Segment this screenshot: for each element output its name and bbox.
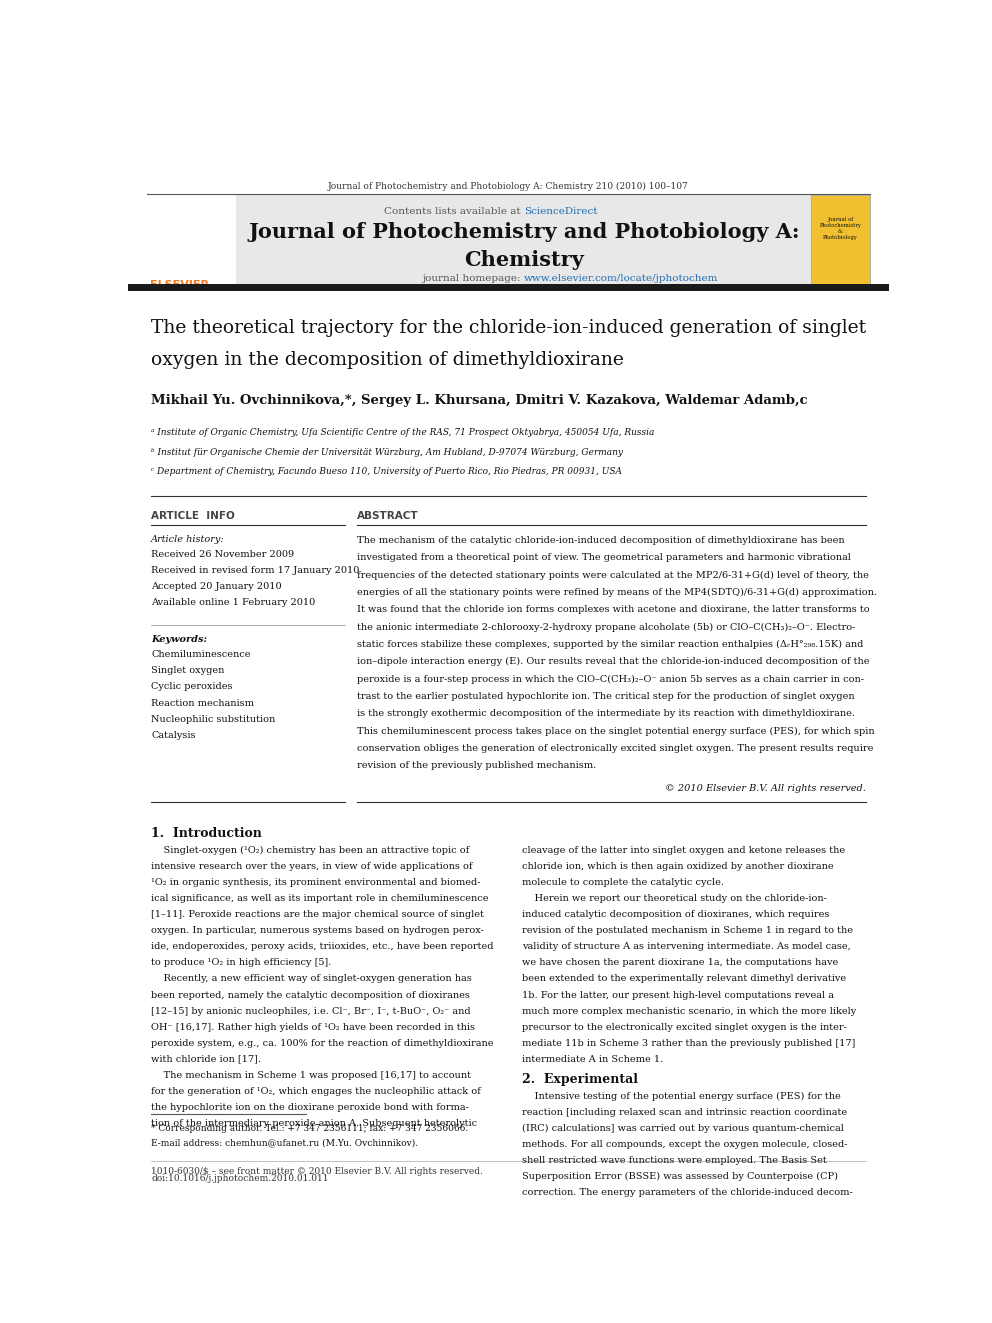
Text: been reported, namely the catalytic decomposition of dioxiranes: been reported, namely the catalytic deco… [151, 991, 470, 999]
Text: correction. The energy parameters of the chloride-induced decom-: correction. The energy parameters of the… [523, 1188, 853, 1197]
Text: reaction [including relaxed scan and intrinsic reaction coordinate: reaction [including relaxed scan and int… [523, 1109, 847, 1117]
Text: ᶜ Department of Chemistry, Facundo Bueso 110, University of Puerto Rico, Rio Pie: ᶜ Department of Chemistry, Facundo Bueso… [151, 467, 622, 476]
Text: ELSEVIER: ELSEVIER [151, 280, 209, 291]
Text: we have chosen the parent dioxirane 1a, the computations have: we have chosen the parent dioxirane 1a, … [523, 958, 838, 967]
Text: trast to the earlier postulated hypochlorite ion. The critical step for the prod: trast to the earlier postulated hypochlo… [356, 692, 854, 701]
Text: oxygen in the decomposition of dimethyldioxirane: oxygen in the decomposition of dimethyld… [151, 352, 624, 369]
Text: peroxide is a four-step process in which the ClO–C(CH₃)₂–O⁻ anion 5b serves as a: peroxide is a four-step process in which… [356, 675, 863, 684]
Text: ᵇ Institut für Organische Chemie der Universität Würzburg, Am Hubland, D-97074 W: ᵇ Institut für Organische Chemie der Uni… [151, 447, 623, 456]
Text: static forces stabilize these complexes, supported by the similar reaction entha: static forces stabilize these complexes,… [356, 640, 863, 650]
Text: Chemistry: Chemistry [464, 250, 583, 270]
Text: [12–15] by anionic nucleophiles, i.e. Cl⁻, Br⁻, I⁻, t-BuO⁻, O₂⁻ and: [12–15] by anionic nucleophiles, i.e. Cl… [151, 1007, 471, 1016]
Text: ical significance, as well as its important role in chemiluminescence: ical significance, as well as its import… [151, 894, 489, 904]
Text: ScienceDirect: ScienceDirect [524, 208, 597, 216]
Text: revision of the postulated mechanism in Scheme 1 in regard to the: revision of the postulated mechanism in … [523, 926, 853, 935]
Text: 2.  Experimental: 2. Experimental [523, 1073, 638, 1086]
FancyBboxPatch shape [236, 194, 811, 286]
Text: ᵃ Institute of Organic Chemistry, Ufa Scientific Centre of the RAS, 71 Prospect : ᵃ Institute of Organic Chemistry, Ufa Sc… [151, 429, 655, 438]
Text: journal homepage:: journal homepage: [423, 274, 524, 283]
Text: OH⁻ [16,17]. Rather high yields of ¹O₂ have been recorded in this: OH⁻ [16,17]. Rather high yields of ¹O₂ h… [151, 1023, 475, 1032]
Text: shell restricted wave functions were employed. The Basis Set: shell restricted wave functions were emp… [523, 1156, 827, 1166]
FancyBboxPatch shape [128, 283, 889, 291]
Text: Received in revised form 17 January 2010: Received in revised form 17 January 2010 [151, 566, 359, 576]
Text: peroxide system, e.g., ca. 100% for the reaction of dimethyldioxirane: peroxide system, e.g., ca. 100% for the … [151, 1039, 494, 1048]
Text: 1b. For the latter, our present high-level computations reveal a: 1b. For the latter, our present high-lev… [523, 991, 834, 999]
Text: chloride ion, which is then again oxidized by another dioxirane: chloride ion, which is then again oxidiz… [523, 863, 834, 872]
Text: been extended to the experimentally relevant dimethyl derivative: been extended to the experimentally rele… [523, 975, 846, 983]
Text: is the strongly exothermic decomposition of the intermediate by its reaction wit: is the strongly exothermic decomposition… [356, 709, 854, 718]
Text: intensive research over the years, in view of wide applications of: intensive research over the years, in vi… [151, 863, 472, 872]
Text: Herein we report our theoretical study on the chloride-ion-: Herein we report our theoretical study o… [523, 894, 827, 904]
Text: Catalysis: Catalysis [151, 730, 195, 740]
Text: induced catalytic decomposition of dioxiranes, which requires: induced catalytic decomposition of dioxi… [523, 910, 829, 919]
Text: 1.  Introduction: 1. Introduction [151, 827, 262, 840]
Text: methods. For all compounds, except the oxygen molecule, closed-: methods. For all compounds, except the o… [523, 1140, 848, 1150]
Text: Intensive testing of the potential energy surface (PES) for the: Intensive testing of the potential energ… [523, 1091, 841, 1101]
Text: 1010-6030/$ – see front matter © 2010 Elsevier B.V. All rights reserved.: 1010-6030/$ – see front matter © 2010 El… [151, 1167, 483, 1176]
Text: Reaction mechanism: Reaction mechanism [151, 699, 254, 708]
Text: The theoretical trajectory for the chloride-ion-induced generation of singlet: The theoretical trajectory for the chlor… [151, 319, 866, 337]
Text: ARTICLE  INFO: ARTICLE INFO [151, 512, 235, 521]
Text: investigated from a theoretical point of view. The geometrical parameters and ha: investigated from a theoretical point of… [356, 553, 850, 562]
Text: frequencies of the detected stationary points were calculated at the MP2/6-31+G(: frequencies of the detected stationary p… [356, 570, 868, 579]
Text: energies of all the stationary points were refined by means of the MP4(SDTQ)/6-3: energies of all the stationary points we… [356, 587, 877, 597]
Text: much more complex mechanistic scenario, in which the more likely: much more complex mechanistic scenario, … [523, 1007, 857, 1016]
Text: © 2010 Elsevier B.V. All rights reserved.: © 2010 Elsevier B.V. All rights reserved… [665, 785, 866, 792]
Text: for the generation of ¹O₂, which engages the nucleophilic attack of: for the generation of ¹O₂, which engages… [151, 1086, 481, 1095]
Text: intermediate A in Scheme 1.: intermediate A in Scheme 1. [523, 1054, 664, 1064]
Text: conservation obliges the generation of electronically excited singlet oxygen. Th: conservation obliges the generation of e… [356, 744, 873, 753]
Text: * Corresponding author. Tel.: +7 347 2356111; fax: +7 347 2356066.: * Corresponding author. Tel.: +7 347 235… [151, 1123, 468, 1132]
Text: molecule to complete the catalytic cycle.: molecule to complete the catalytic cycle… [523, 878, 724, 888]
Text: It was found that the chloride ion forms complexes with acetone and dioxirane, t: It was found that the chloride ion forms… [356, 606, 869, 614]
Text: Singlet-oxygen (¹O₂) chemistry has been an attractive topic of: Singlet-oxygen (¹O₂) chemistry has been … [151, 847, 469, 856]
Text: Journal of Photochemistry and Photobiology A: Chemistry 210 (2010) 100–107: Journal of Photochemistry and Photobiolo… [328, 181, 688, 191]
Text: E-mail address: chemhun@ufanet.ru (M.Yu. Ovchinnikov).: E-mail address: chemhun@ufanet.ru (M.Yu.… [151, 1138, 419, 1147]
Text: with chloride ion [17].: with chloride ion [17]. [151, 1054, 261, 1064]
Text: Cyclic peroxides: Cyclic peroxides [151, 683, 233, 692]
FancyBboxPatch shape [811, 194, 870, 286]
Text: [1–11]. Peroxide reactions are the major chemical source of singlet: [1–11]. Peroxide reactions are the major… [151, 910, 484, 919]
Text: Journal of
Photochemistry
&
Photobiology: Journal of Photochemistry & Photobiology [819, 217, 861, 239]
Text: Article history:: Article history: [151, 534, 225, 544]
Text: the anionic intermediate 2-chlorooxy-2-hydroxy propane alcoholate (5b) or ClO–C(: the anionic intermediate 2-chlorooxy-2-h… [356, 623, 855, 632]
Text: Contents lists available at: Contents lists available at [384, 208, 524, 216]
Text: cleavage of the latter into singlet oxygen and ketone releases the: cleavage of the latter into singlet oxyg… [523, 847, 845, 856]
Text: The mechanism in Scheme 1 was proposed [16,17] to account: The mechanism in Scheme 1 was proposed [… [151, 1070, 471, 1080]
Text: Singlet oxygen: Singlet oxygen [151, 667, 224, 675]
Text: ion–dipole interaction energy (E). Our results reveal that the chloride-ion-indu: ion–dipole interaction energy (E). Our r… [356, 658, 869, 667]
Text: www.elsevier.com/locate/jphotochem: www.elsevier.com/locate/jphotochem [524, 274, 718, 283]
Text: Mikhail Yu. Ovchinnikova,*, Sergey L. Khursana, Dmitri V. Kazakova, Waldemar Ada: Mikhail Yu. Ovchinnikova,*, Sergey L. Kh… [151, 394, 807, 407]
Text: (IRC) calculations] was carried out by various quantum-chemical: (IRC) calculations] was carried out by v… [523, 1125, 844, 1134]
Text: validity of structure A as intervening intermediate. As model case,: validity of structure A as intervening i… [523, 942, 851, 951]
Text: doi:10.1016/j.jphotochem.2010.01.011: doi:10.1016/j.jphotochem.2010.01.011 [151, 1175, 328, 1183]
Text: Nucleophilic substitution: Nucleophilic substitution [151, 714, 276, 724]
Text: to produce ¹O₂ in high efficiency [5].: to produce ¹O₂ in high efficiency [5]. [151, 958, 331, 967]
Text: Journal of Photochemistry and Photobiology A:: Journal of Photochemistry and Photobiolo… [248, 222, 800, 242]
Text: Available online 1 February 2010: Available online 1 February 2010 [151, 598, 315, 607]
Text: precursor to the electronically excited singlet oxygen is the inter-: precursor to the electronically excited … [523, 1023, 847, 1032]
Text: Chemiluminescence: Chemiluminescence [151, 650, 251, 659]
Text: oxygen. In particular, numerous systems based on hydrogen perox-: oxygen. In particular, numerous systems … [151, 926, 484, 935]
Text: revision of the previously published mechanism.: revision of the previously published mec… [356, 761, 596, 770]
Text: Superposition Error (BSSE) was assessed by Counterpoise (CP): Superposition Error (BSSE) was assessed … [523, 1172, 838, 1181]
Text: The mechanism of the catalytic chloride-ion-induced decomposition of dimethyldio: The mechanism of the catalytic chloride-… [356, 536, 844, 545]
Text: ABSTRACT: ABSTRACT [356, 512, 418, 521]
Text: Received 26 November 2009: Received 26 November 2009 [151, 550, 295, 558]
Text: ¹O₂ in organic synthesis, its prominent environmental and biomed-: ¹O₂ in organic synthesis, its prominent … [151, 878, 481, 888]
Text: This chemiluminescent process takes place on the singlet potential energy surfac: This chemiluminescent process takes plac… [356, 726, 874, 736]
Text: the hypochlorite ion on the dioxirane peroxide bond with forma-: the hypochlorite ion on the dioxirane pe… [151, 1102, 469, 1111]
Text: tion of the intermediary peroxide anion A. Subsequent heterolytic: tion of the intermediary peroxide anion … [151, 1119, 477, 1127]
Text: ide, endoperoxides, peroxy acids, triioxides, etc., have been reported: ide, endoperoxides, peroxy acids, triiox… [151, 942, 494, 951]
Text: Accepted 20 January 2010: Accepted 20 January 2010 [151, 582, 282, 591]
Text: Keywords:: Keywords: [151, 635, 207, 643]
Text: Recently, a new efficient way of singlet-oxygen generation has: Recently, a new efficient way of singlet… [151, 975, 472, 983]
Text: mediate 11b in Scheme 3 rather than the previously published [17]: mediate 11b in Scheme 3 rather than the … [523, 1039, 856, 1048]
